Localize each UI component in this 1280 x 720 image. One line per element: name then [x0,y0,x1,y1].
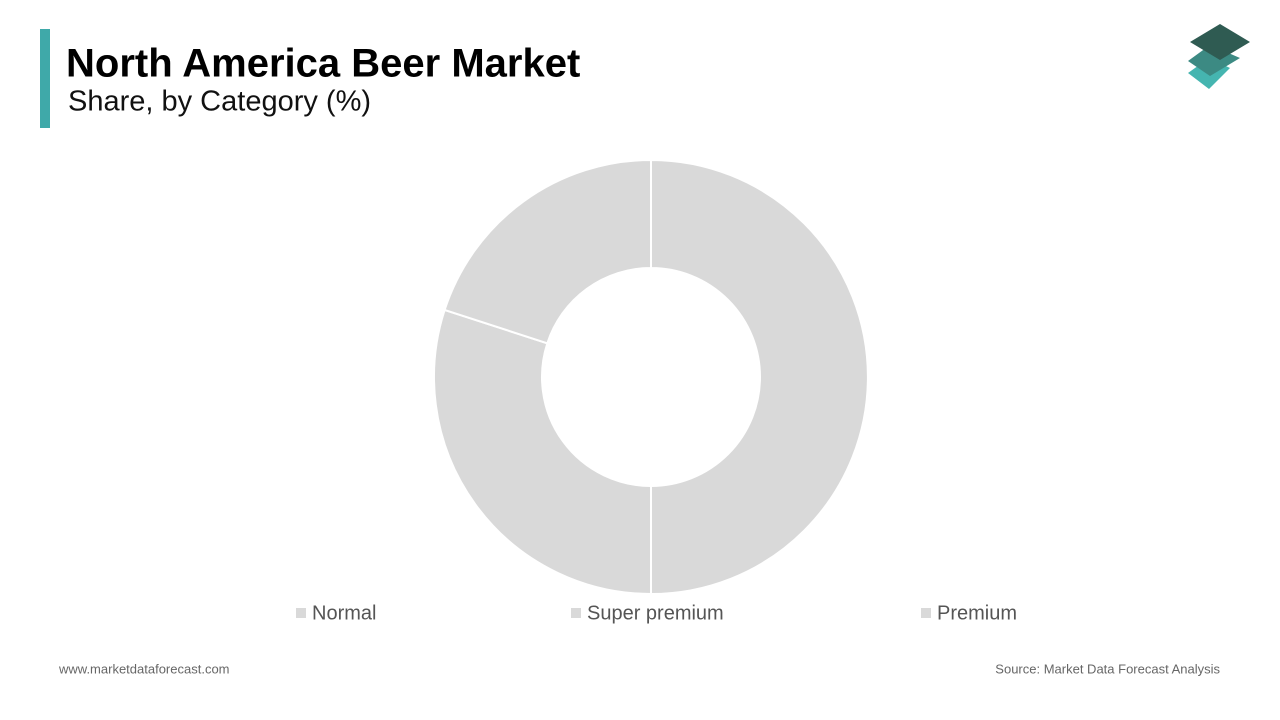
legend-marker [571,608,581,618]
legend-label: Normal [312,602,376,624]
donut-segment [443,158,652,345]
source: Source: Market Data Forecast Analysis [995,661,1220,676]
legend-label: Premium [937,602,1017,624]
website: www.marketdataforecast.com [58,661,230,676]
title-accent [40,29,50,128]
legend-marker [296,608,306,618]
donut-segment [433,308,652,596]
chart-subtitle: Share, by Category (%) [68,86,371,118]
logo [1188,24,1250,89]
chart-title: North America Beer Market [66,42,580,86]
legend-label: Super premium [587,602,724,624]
donut-segment [650,158,869,596]
legend-marker [921,608,931,618]
